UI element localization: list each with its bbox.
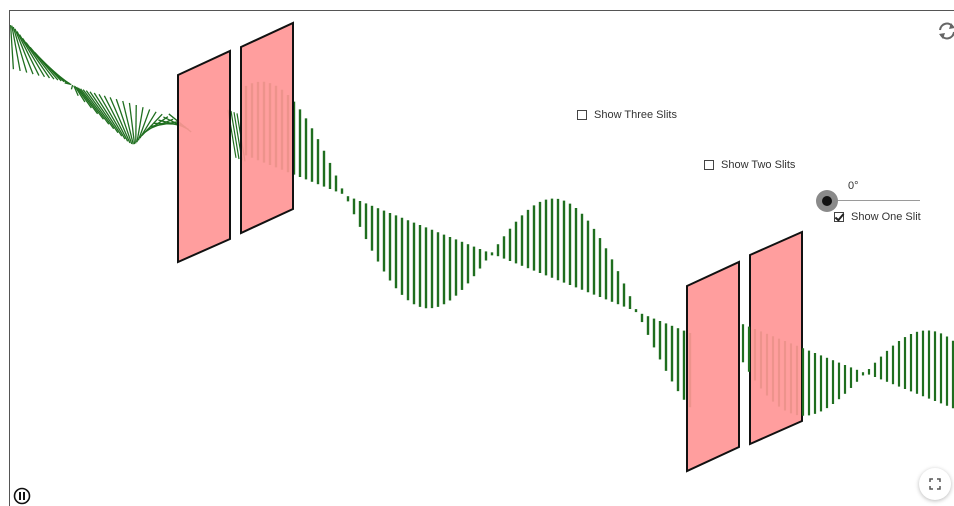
wave-stroke: [73, 85, 79, 96]
show-one-slit-label: Show One Slit: [851, 211, 921, 223]
angle-slider-value: 0°: [848, 180, 859, 192]
checkbox-box[interactable]: [577, 110, 587, 120]
show-two-slits-checkbox[interactable]: Show Two Slits: [704, 159, 795, 171]
wave-stroke: [139, 111, 157, 139]
polarized-wave: [10, 24, 799, 416]
show-three-slits-label: Show Three Slits: [594, 109, 677, 121]
wave-stroke: [85, 90, 115, 130]
slit-panel-1: [177, 49, 231, 264]
slit-panel-4: [749, 230, 803, 446]
wave-stroke: [136, 107, 144, 143]
angle-slider[interactable]: [816, 189, 920, 213]
wave-stroke: [57, 75, 71, 85]
wave-stroke: [74, 86, 86, 103]
wave-stroke: [143, 116, 169, 134]
slit-panel-3: [686, 260, 740, 473]
show-three-slits-checkbox[interactable]: Show Three Slits: [577, 109, 677, 121]
wave-scene: [10, 21, 954, 473]
wave-stroke: [82, 89, 110, 125]
wave-stroke: [76, 86, 92, 109]
wave-stroke: [21, 37, 51, 79]
wave-stroke: [115, 98, 133, 145]
wave-stroke: [109, 97, 131, 144]
wave-stroke: [80, 88, 104, 120]
show-two-slits-label: Show Two Slits: [721, 159, 796, 171]
show-one-slit-checkbox[interactable]: Show One Slit: [834, 211, 921, 223]
applet-canvas[interactable]: Show Three Slits Show Two Slits Show One…: [9, 10, 954, 506]
wave-stroke: [16, 31, 40, 76]
wave-stroke: [12, 26, 28, 73]
wave-stroke: [128, 102, 136, 145]
checkbox-box[interactable]: [704, 160, 714, 170]
pause-icon[interactable]: [13, 487, 31, 505]
wave-stroke: [11, 25, 21, 72]
wave-stroke: [93, 92, 123, 137]
checkbox-box-checked[interactable]: [834, 212, 844, 222]
wave-stroke: [103, 95, 129, 142]
wave-stroke: [64, 82, 72, 86]
wave-stroke: [230, 110, 240, 160]
wave-stroke: [77, 87, 99, 115]
wave-stroke: [14, 28, 34, 75]
wave-stroke: [98, 94, 126, 140]
slider-track[interactable]: [825, 200, 920, 201]
wave-stroke: [10, 24, 15, 70]
wave-stroke: [137, 109, 151, 141]
polarized-wave-front: [741, 324, 954, 416]
slider-knob[interactable]: [816, 190, 838, 212]
wave-stroke: [89, 91, 119, 134]
wave-stroke: [70, 84, 74, 90]
refresh-icon[interactable]: [936, 20, 954, 42]
slit-panel-2: [240, 21, 294, 235]
fullscreen-icon[interactable]: [919, 468, 951, 500]
wave-stroke: [18, 34, 46, 78]
wave-stroke: [122, 100, 134, 145]
